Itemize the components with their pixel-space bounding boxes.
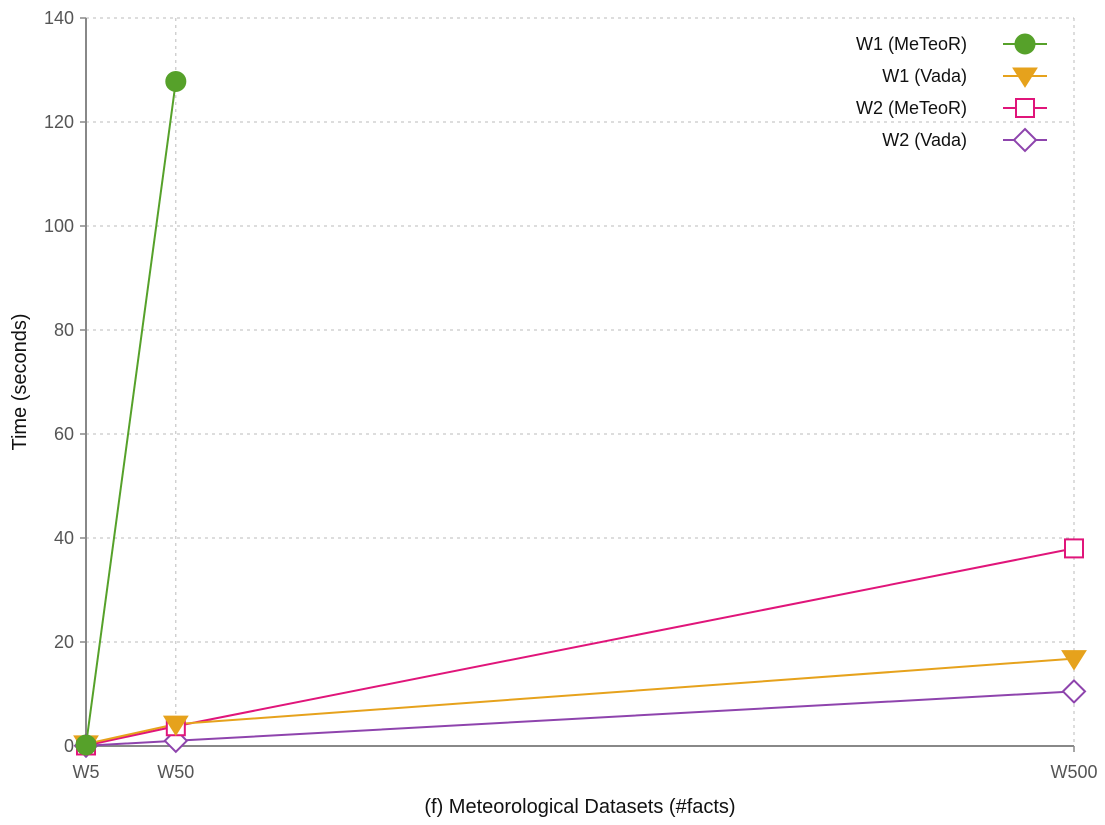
series-3 [85,690,1075,747]
data-point [75,734,97,756]
series-line [85,657,1075,745]
series-line [85,81,177,746]
y-tick-label: 120 [44,112,74,132]
y-tick-label: 0 [64,736,74,756]
legend-label: W1 (Vada) [882,66,967,86]
y-tick-label: 100 [44,216,74,236]
x-tick-label: W500 [1050,762,1097,782]
grid [86,17,1075,746]
legend-marker [1014,33,1036,55]
legend-item: W1 (MeTeoR) [856,33,1047,55]
legend-marker [1015,98,1035,118]
legend-marker [1012,67,1038,88]
y-tick-label: 140 [44,8,74,28]
y-tick-label: 60 [54,424,74,444]
data-point [1061,678,1087,704]
legend-item: W2 (MeTeoR) [856,98,1047,118]
series-2 [85,547,1075,747]
series-layer [73,70,1087,759]
series-line [85,547,1075,747]
y-tick-label: 20 [54,632,74,652]
data-point [1064,538,1084,559]
series-markers-1 [73,650,1087,756]
legend-item: W1 (Vada) [882,66,1047,88]
series-1 [85,657,1075,745]
y-axis-title: Time (seconds) [9,313,31,450]
legend-marker [1012,127,1038,153]
data-point [1061,650,1087,671]
series-line [85,690,1075,747]
legend-item: W2 (Vada) [882,127,1047,153]
legend-label: W1 (MeTeoR) [856,34,967,54]
legend-label: W2 (MeTeoR) [856,98,967,118]
data-point [162,715,189,737]
series-markers-0 [75,70,187,756]
legend: W1 (MeTeoR) W1 (Vada) W2 (MeTeoR) W2 (Vada) [856,33,1047,153]
data-point [165,70,187,92]
series-0 [85,81,177,746]
x-axis-title: (f) Meteorological Datasets (#facts) [424,796,735,818]
y-tick-label: 80 [54,320,74,340]
legend-label: W2 (Vada) [882,130,967,150]
y-tick-label: 40 [54,528,74,548]
axes: 0 20 40 60 80 100 120 140 W5 W50 W500 [44,8,1098,782]
x-tick-label: W5 [73,762,100,782]
x-tick-label: W50 [157,762,194,782]
